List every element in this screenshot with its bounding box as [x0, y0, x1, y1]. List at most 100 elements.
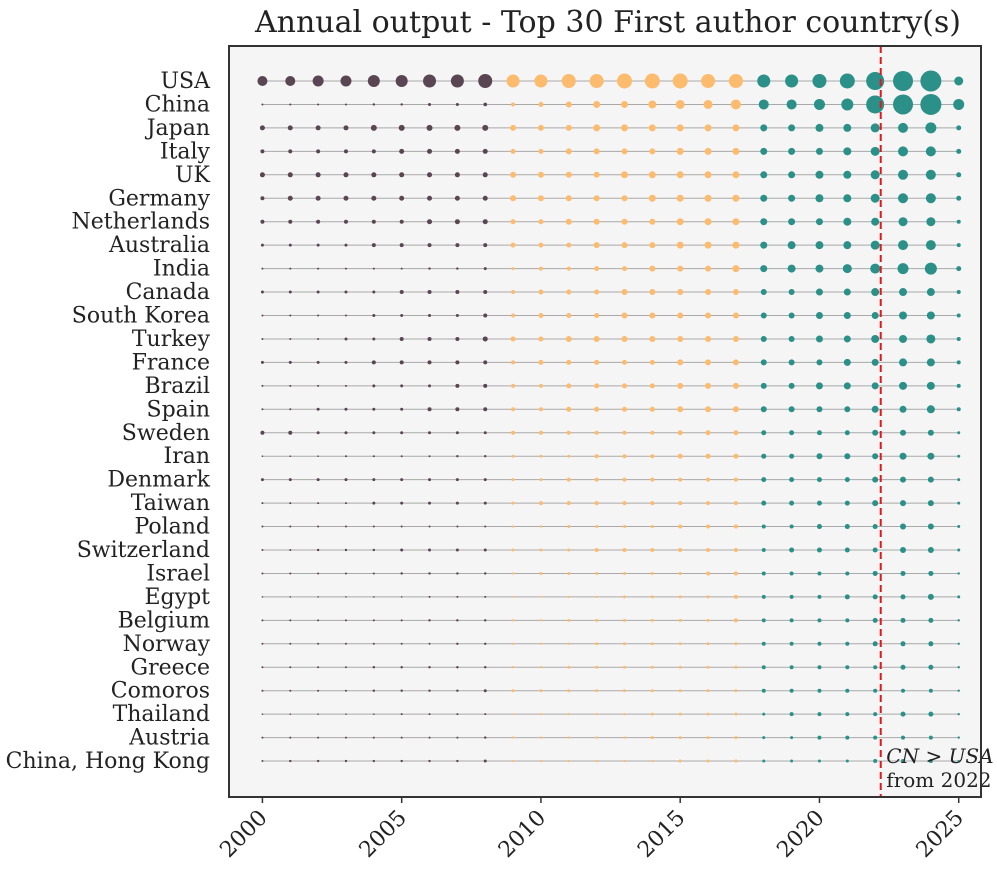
data-point [400, 501, 404, 505]
data-point [616, 73, 632, 89]
data-point [871, 288, 880, 297]
data-point [928, 641, 934, 647]
data-point [816, 524, 822, 530]
data-point [789, 641, 794, 646]
data-point [734, 712, 738, 716]
data-point [761, 477, 767, 483]
data-point [259, 172, 265, 178]
data-point [428, 384, 432, 388]
data-point [484, 619, 487, 622]
data-point [289, 596, 292, 598]
data-point [873, 665, 878, 670]
data-point [843, 241, 852, 250]
data-point [650, 548, 655, 552]
data-point [898, 240, 909, 251]
data-point [758, 99, 769, 110]
data-point [733, 594, 738, 599]
data-point [899, 334, 908, 343]
data-point [678, 595, 682, 599]
data-point [539, 478, 543, 482]
data-point [650, 501, 655, 506]
data-point [844, 500, 850, 506]
data-point [594, 383, 600, 389]
data-point [454, 219, 460, 225]
data-point [845, 712, 850, 717]
data-point [261, 736, 264, 739]
data-point [760, 382, 767, 389]
data-point [956, 243, 961, 248]
data-point [898, 146, 909, 157]
data-point [871, 334, 880, 343]
data-point [899, 288, 908, 297]
data-point [261, 314, 264, 317]
data-point [733, 548, 738, 552]
data-point [621, 242, 628, 249]
data-point [455, 407, 460, 412]
data-point [567, 759, 570, 763]
data-point [371, 243, 376, 248]
data-point [510, 148, 516, 154]
data-point [538, 383, 543, 388]
data-point [539, 666, 543, 669]
data-point [483, 313, 488, 318]
data-point [928, 759, 933, 764]
data-point [400, 642, 403, 645]
data-point [815, 312, 823, 319]
data-point [927, 476, 934, 483]
data-point [705, 335, 712, 342]
data-point [926, 311, 935, 320]
data-point [372, 384, 376, 388]
data-point [483, 689, 487, 693]
data-point [511, 501, 515, 505]
data-point [760, 194, 768, 202]
data-point [400, 455, 403, 458]
data-point [678, 689, 682, 693]
data-point [957, 712, 960, 716]
data-point [428, 759, 431, 763]
data-point [482, 172, 488, 178]
data-point [790, 736, 794, 740]
data-point [512, 595, 515, 598]
data-point [703, 99, 713, 109]
data-point [623, 759, 626, 763]
data-point [678, 759, 682, 763]
data-point [456, 713, 459, 716]
data-point [816, 359, 823, 366]
data-point [370, 124, 377, 131]
data-point [898, 217, 908, 227]
data-point [957, 666, 960, 669]
data-point [621, 266, 627, 272]
data-point [706, 618, 710, 622]
data-point [343, 172, 349, 178]
data-point [371, 172, 377, 178]
data-point [343, 219, 348, 224]
data-point [760, 124, 768, 132]
data-point [483, 243, 488, 248]
data-point [790, 759, 794, 763]
data-point [650, 525, 654, 529]
data-point [845, 759, 849, 763]
data-point [815, 264, 824, 273]
data-point [484, 455, 487, 458]
data-point [400, 619, 403, 622]
data-point [872, 500, 879, 507]
data-point [593, 242, 600, 249]
data-point [956, 360, 961, 365]
data-point [841, 98, 854, 111]
data-point [372, 267, 375, 270]
data-point [761, 500, 767, 506]
data-point [288, 360, 292, 364]
data-point [456, 595, 459, 598]
data-point [594, 430, 599, 435]
data-point [511, 267, 515, 271]
data-point [957, 572, 960, 575]
data-point [566, 313, 572, 318]
data-point [317, 572, 320, 575]
data-point [289, 759, 292, 763]
data-point [815, 241, 824, 250]
data-point [261, 455, 264, 458]
data-point [288, 430, 293, 435]
y-tick-label: Canada [126, 280, 210, 305]
data-point [539, 712, 543, 716]
data-point [734, 759, 738, 763]
